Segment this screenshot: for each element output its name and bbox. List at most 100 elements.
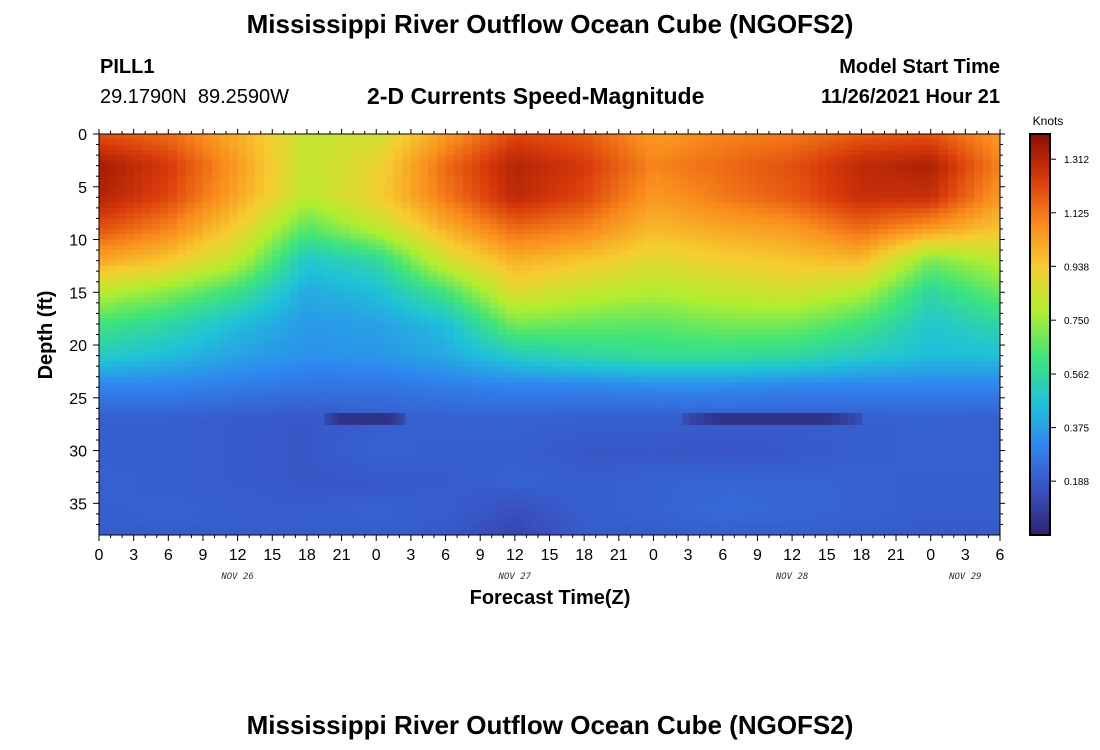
heatmap-cell xyxy=(99,165,109,172)
heatmap-cell xyxy=(688,371,698,378)
heatmap-cell xyxy=(376,192,386,198)
heatmap-cell xyxy=(904,323,914,330)
heatmap-cell xyxy=(688,155,698,161)
heatmap-cell xyxy=(913,192,923,198)
heatmap-cell xyxy=(315,302,325,309)
heatmap-cell xyxy=(523,302,533,309)
heatmap-cell xyxy=(878,318,888,325)
heatmap-cell xyxy=(904,265,914,272)
heatmap-cell xyxy=(740,213,750,220)
heatmap-cell xyxy=(116,308,126,314)
heatmap-cell xyxy=(861,176,871,183)
heatmap-cell xyxy=(670,329,681,336)
heatmap-cell xyxy=(904,207,914,214)
heatmap-cell xyxy=(376,218,386,225)
heatmap-cell xyxy=(306,334,317,341)
heatmap-cell xyxy=(800,207,810,214)
heatmap-cell xyxy=(280,181,291,188)
heatmap-cell xyxy=(627,155,637,161)
heatmap-cell xyxy=(818,260,828,267)
heatmap-cell xyxy=(584,228,594,235)
heatmap-cell xyxy=(298,223,308,230)
heatmap-cell xyxy=(116,292,126,299)
heatmap-cell xyxy=(402,271,412,278)
heatmap-cell xyxy=(220,271,230,278)
heatmap-cell xyxy=(350,297,360,304)
heatmap-cell xyxy=(194,260,204,267)
heatmap-cell xyxy=(982,176,992,183)
heatmap-cell xyxy=(636,281,646,288)
heatmap-cell xyxy=(662,350,672,357)
heatmap-cell xyxy=(679,381,689,388)
heatmap-cell xyxy=(341,228,351,235)
heatmap-cell xyxy=(324,176,334,183)
heatmap-cell xyxy=(211,271,221,278)
heatmap-cell xyxy=(350,260,360,267)
heatmap-cell xyxy=(939,144,949,151)
heatmap-cell xyxy=(462,228,473,235)
heatmap-cell xyxy=(159,139,169,146)
heatmap-cell xyxy=(922,192,932,198)
heatmap-cell xyxy=(818,329,828,336)
heatmap-cell xyxy=(714,376,724,383)
heatmap-cell xyxy=(350,281,360,288)
heatmap-cell xyxy=(636,250,646,256)
heatmap-cell xyxy=(852,308,862,314)
heatmap-cell xyxy=(367,144,377,151)
heatmap-cell xyxy=(263,281,273,288)
heatmap-cell xyxy=(367,244,377,251)
heatmap-cell xyxy=(904,155,914,161)
heatmap-cell xyxy=(809,176,819,183)
heatmap-cell xyxy=(402,244,412,251)
heatmap-cell xyxy=(462,376,473,383)
heatmap-cell xyxy=(436,144,447,151)
heatmap-cell xyxy=(367,160,377,167)
heatmap-cell xyxy=(748,329,759,336)
heatmap-cell xyxy=(454,207,464,214)
heatmap-cell xyxy=(636,334,646,341)
heatmap-cell xyxy=(324,181,334,188)
heatmap-cell xyxy=(133,223,143,230)
heatmap-cell xyxy=(263,297,273,304)
heatmap-cell xyxy=(636,155,646,161)
heatmap-cell xyxy=(202,265,213,272)
heatmap-cell xyxy=(722,265,733,272)
heatmap-cell xyxy=(792,323,802,330)
heatmap-cell xyxy=(965,318,975,325)
heatmap-cell xyxy=(549,366,559,373)
heatmap-cell xyxy=(974,207,984,214)
heatmap-cell xyxy=(584,318,594,325)
heatmap-cell xyxy=(202,207,213,214)
heatmap-cell xyxy=(549,276,559,283)
heatmap-cell xyxy=(835,360,845,367)
heatmap-cell xyxy=(298,260,308,267)
heatmap-cell xyxy=(662,276,672,283)
heatmap-cell xyxy=(644,381,655,388)
heatmap-cell xyxy=(800,339,810,346)
heatmap-cell xyxy=(254,276,265,283)
heatmap-cell xyxy=(696,186,707,193)
heatmap-cell xyxy=(965,155,975,161)
heatmap-cell xyxy=(419,350,429,357)
heatmap-cell xyxy=(618,371,629,378)
heatmap-cell xyxy=(488,371,499,378)
heatmap-cell xyxy=(428,334,438,341)
heatmap-cell xyxy=(211,339,221,346)
heatmap-cell xyxy=(107,381,117,388)
heatmap-cell xyxy=(662,355,672,362)
heatmap-cell xyxy=(107,323,117,330)
heatmap-cell xyxy=(809,381,819,388)
heatmap-cell xyxy=(540,228,551,235)
heatmap-cell xyxy=(99,134,109,140)
heatmap-cell xyxy=(202,287,213,293)
heatmap-cell xyxy=(757,360,767,367)
heatmap-cell xyxy=(575,176,585,183)
heatmap-cell xyxy=(930,297,940,304)
heatmap-cell xyxy=(705,334,715,341)
heatmap-cell xyxy=(644,149,655,156)
heatmap-cell xyxy=(653,345,663,351)
heatmap-cell xyxy=(402,176,412,183)
heatmap-cell xyxy=(324,165,334,172)
heatmap-cell xyxy=(315,207,325,214)
heatmap-cell xyxy=(410,302,421,309)
